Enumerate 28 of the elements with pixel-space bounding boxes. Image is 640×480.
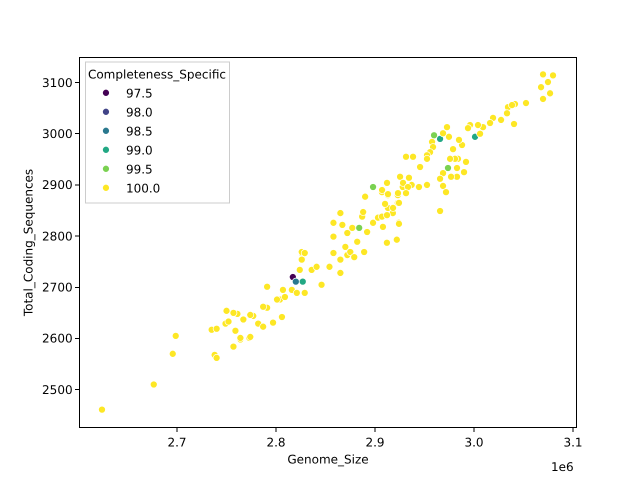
y-tick-label: 3100 [42, 76, 73, 90]
x-tick-label: 3.1 [563, 435, 583, 450]
x-axis-title: Genome_Size [287, 452, 369, 466]
y-tick-label: 2700 [42, 280, 73, 294]
point [430, 131, 438, 140]
x-tick-label: 2.7 [167, 435, 187, 450]
point [355, 224, 364, 232]
x-tick-label: 3.0 [464, 435, 484, 450]
x-tick-label: 2.9 [365, 435, 385, 450]
legend-label: 97.5 [126, 86, 153, 100]
text: 1e6 [551, 460, 574, 474]
y-tick-label: 3000 [42, 126, 73, 141]
legend-label: 98.5 [126, 124, 153, 138]
point [298, 278, 307, 286]
y-axis-title: Total_Coding_Sequences [21, 168, 36, 318]
y-tick-label: 2800 [42, 229, 73, 244]
legend-label: 99.5 [126, 162, 153, 176]
x-tick-label: 2.8 [266, 435, 286, 450]
legend-title: Completeness_Specific [88, 67, 226, 82]
y-tick-label: 2600 [42, 332, 73, 346]
y-tick-label: 2500 [42, 382, 73, 397]
legend-label: 100.0 [126, 181, 160, 196]
point [369, 183, 377, 191]
legend-label: 99.0 [126, 143, 153, 158]
legend-label: 98.0 [126, 105, 153, 120]
y-tick-label: 2900 [42, 178, 73, 192]
point [444, 164, 452, 172]
point [292, 278, 300, 286]
